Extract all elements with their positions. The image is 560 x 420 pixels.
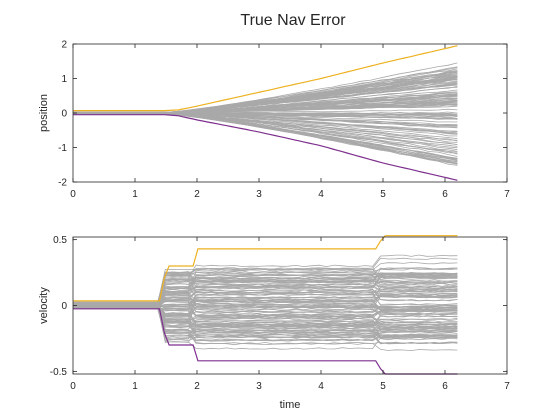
x-tick-label: 7 xyxy=(504,381,510,392)
velocity-sample-lines xyxy=(73,254,458,352)
sample-line xyxy=(73,272,458,307)
x-tick-label: 2 xyxy=(194,189,200,200)
sample-line xyxy=(73,277,458,309)
sample-line xyxy=(73,287,458,306)
velocity-y-axis-label: velocity xyxy=(38,287,50,324)
figure-title: True Nav Error xyxy=(240,12,346,29)
position-sample-lines xyxy=(73,62,458,166)
x-tick-label: 0 xyxy=(70,189,76,200)
upper-bound-line xyxy=(73,235,458,302)
x-tick-label: 3 xyxy=(256,189,262,200)
x-tick-label: 1 xyxy=(132,189,138,200)
x-tick-label: 5 xyxy=(380,381,386,392)
sample-line xyxy=(73,113,458,164)
position-axes: 0 1 2 3 4 5 6 7 -2 -1 0 1 2 position xyxy=(38,40,510,201)
y-tick-label: -1 xyxy=(58,143,67,154)
x-tick-label: 3 xyxy=(256,381,262,392)
sample-line xyxy=(73,292,458,315)
x-tick-label: 6 xyxy=(442,189,448,200)
upper-bound-line xyxy=(73,45,458,112)
y-tick-label: -0.5 xyxy=(50,367,68,378)
x-tick-label: 6 xyxy=(442,381,448,392)
y-tick-label: 2 xyxy=(61,40,67,51)
lower-bound-line xyxy=(73,114,458,181)
sample-line xyxy=(73,306,458,326)
x-tick-label: 5 xyxy=(380,189,386,200)
position-y-axis-label: position xyxy=(38,94,50,132)
x-tick-label: 0 xyxy=(70,381,76,392)
y-tick-label: 0 xyxy=(61,109,67,120)
y-tick-label: -2 xyxy=(58,178,67,189)
x-tick-label: 1 xyxy=(132,381,138,392)
sample-line xyxy=(73,112,458,159)
y-tick-label: 0 xyxy=(61,301,67,312)
x-tick-label: 4 xyxy=(318,381,324,392)
sample-line xyxy=(73,302,458,328)
position-ticks: 0 1 2 3 4 5 6 7 -2 -1 0 1 2 xyxy=(58,40,510,201)
y-tick-label: 0.5 xyxy=(53,235,67,246)
position-bound-lines xyxy=(73,45,458,181)
velocity-axes: 0 1 2 3 4 5 6 7-0.500.5 velocity time xyxy=(38,235,510,411)
sample-line xyxy=(73,100,458,113)
x-tick-label: 4 xyxy=(318,189,324,200)
velocity-ticks: 0 1 2 3 4 5 6 7-0.500.5 xyxy=(50,235,510,392)
x-tick-label: 7 xyxy=(504,189,510,200)
time-x-axis-label: time xyxy=(280,399,301,411)
x-tick-label: 2 xyxy=(194,381,200,392)
y-tick-label: 1 xyxy=(61,74,67,85)
